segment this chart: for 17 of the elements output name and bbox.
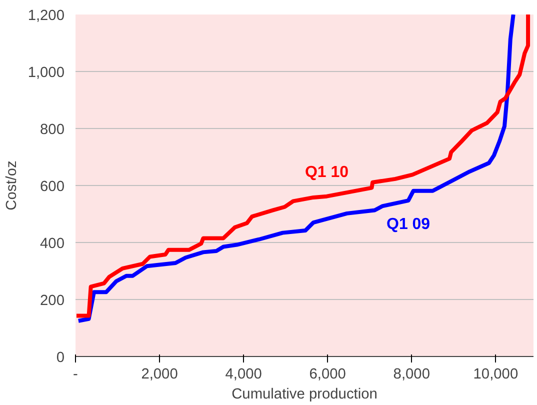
y-tick-label: 400 <box>40 236 65 252</box>
x-tick-label: 6,000 <box>309 366 346 382</box>
x-tick-label: - <box>73 366 78 382</box>
x-tick-label: 8,000 <box>393 366 430 382</box>
y-tick-label: 0 <box>56 350 65 366</box>
x-tick-label: 2,000 <box>141 366 178 382</box>
series-label: Q1 09 <box>386 216 430 234</box>
series-label: Q1 10 <box>304 164 349 181</box>
y-tick-label: 800 <box>40 122 65 138</box>
x-axis-title: Cumulative production <box>232 386 378 402</box>
y-tick-label: 600 <box>40 179 65 195</box>
x-tick-label: 4,000 <box>225 366 262 382</box>
y-tick-label: 200 <box>40 293 65 309</box>
y-tick-label: 1,000 <box>28 65 65 81</box>
y-axis-title: Cost/oz <box>4 160 20 210</box>
y-tick-label: 1,200 <box>28 8 65 24</box>
x-tick-label: 10,000 <box>473 366 518 382</box>
